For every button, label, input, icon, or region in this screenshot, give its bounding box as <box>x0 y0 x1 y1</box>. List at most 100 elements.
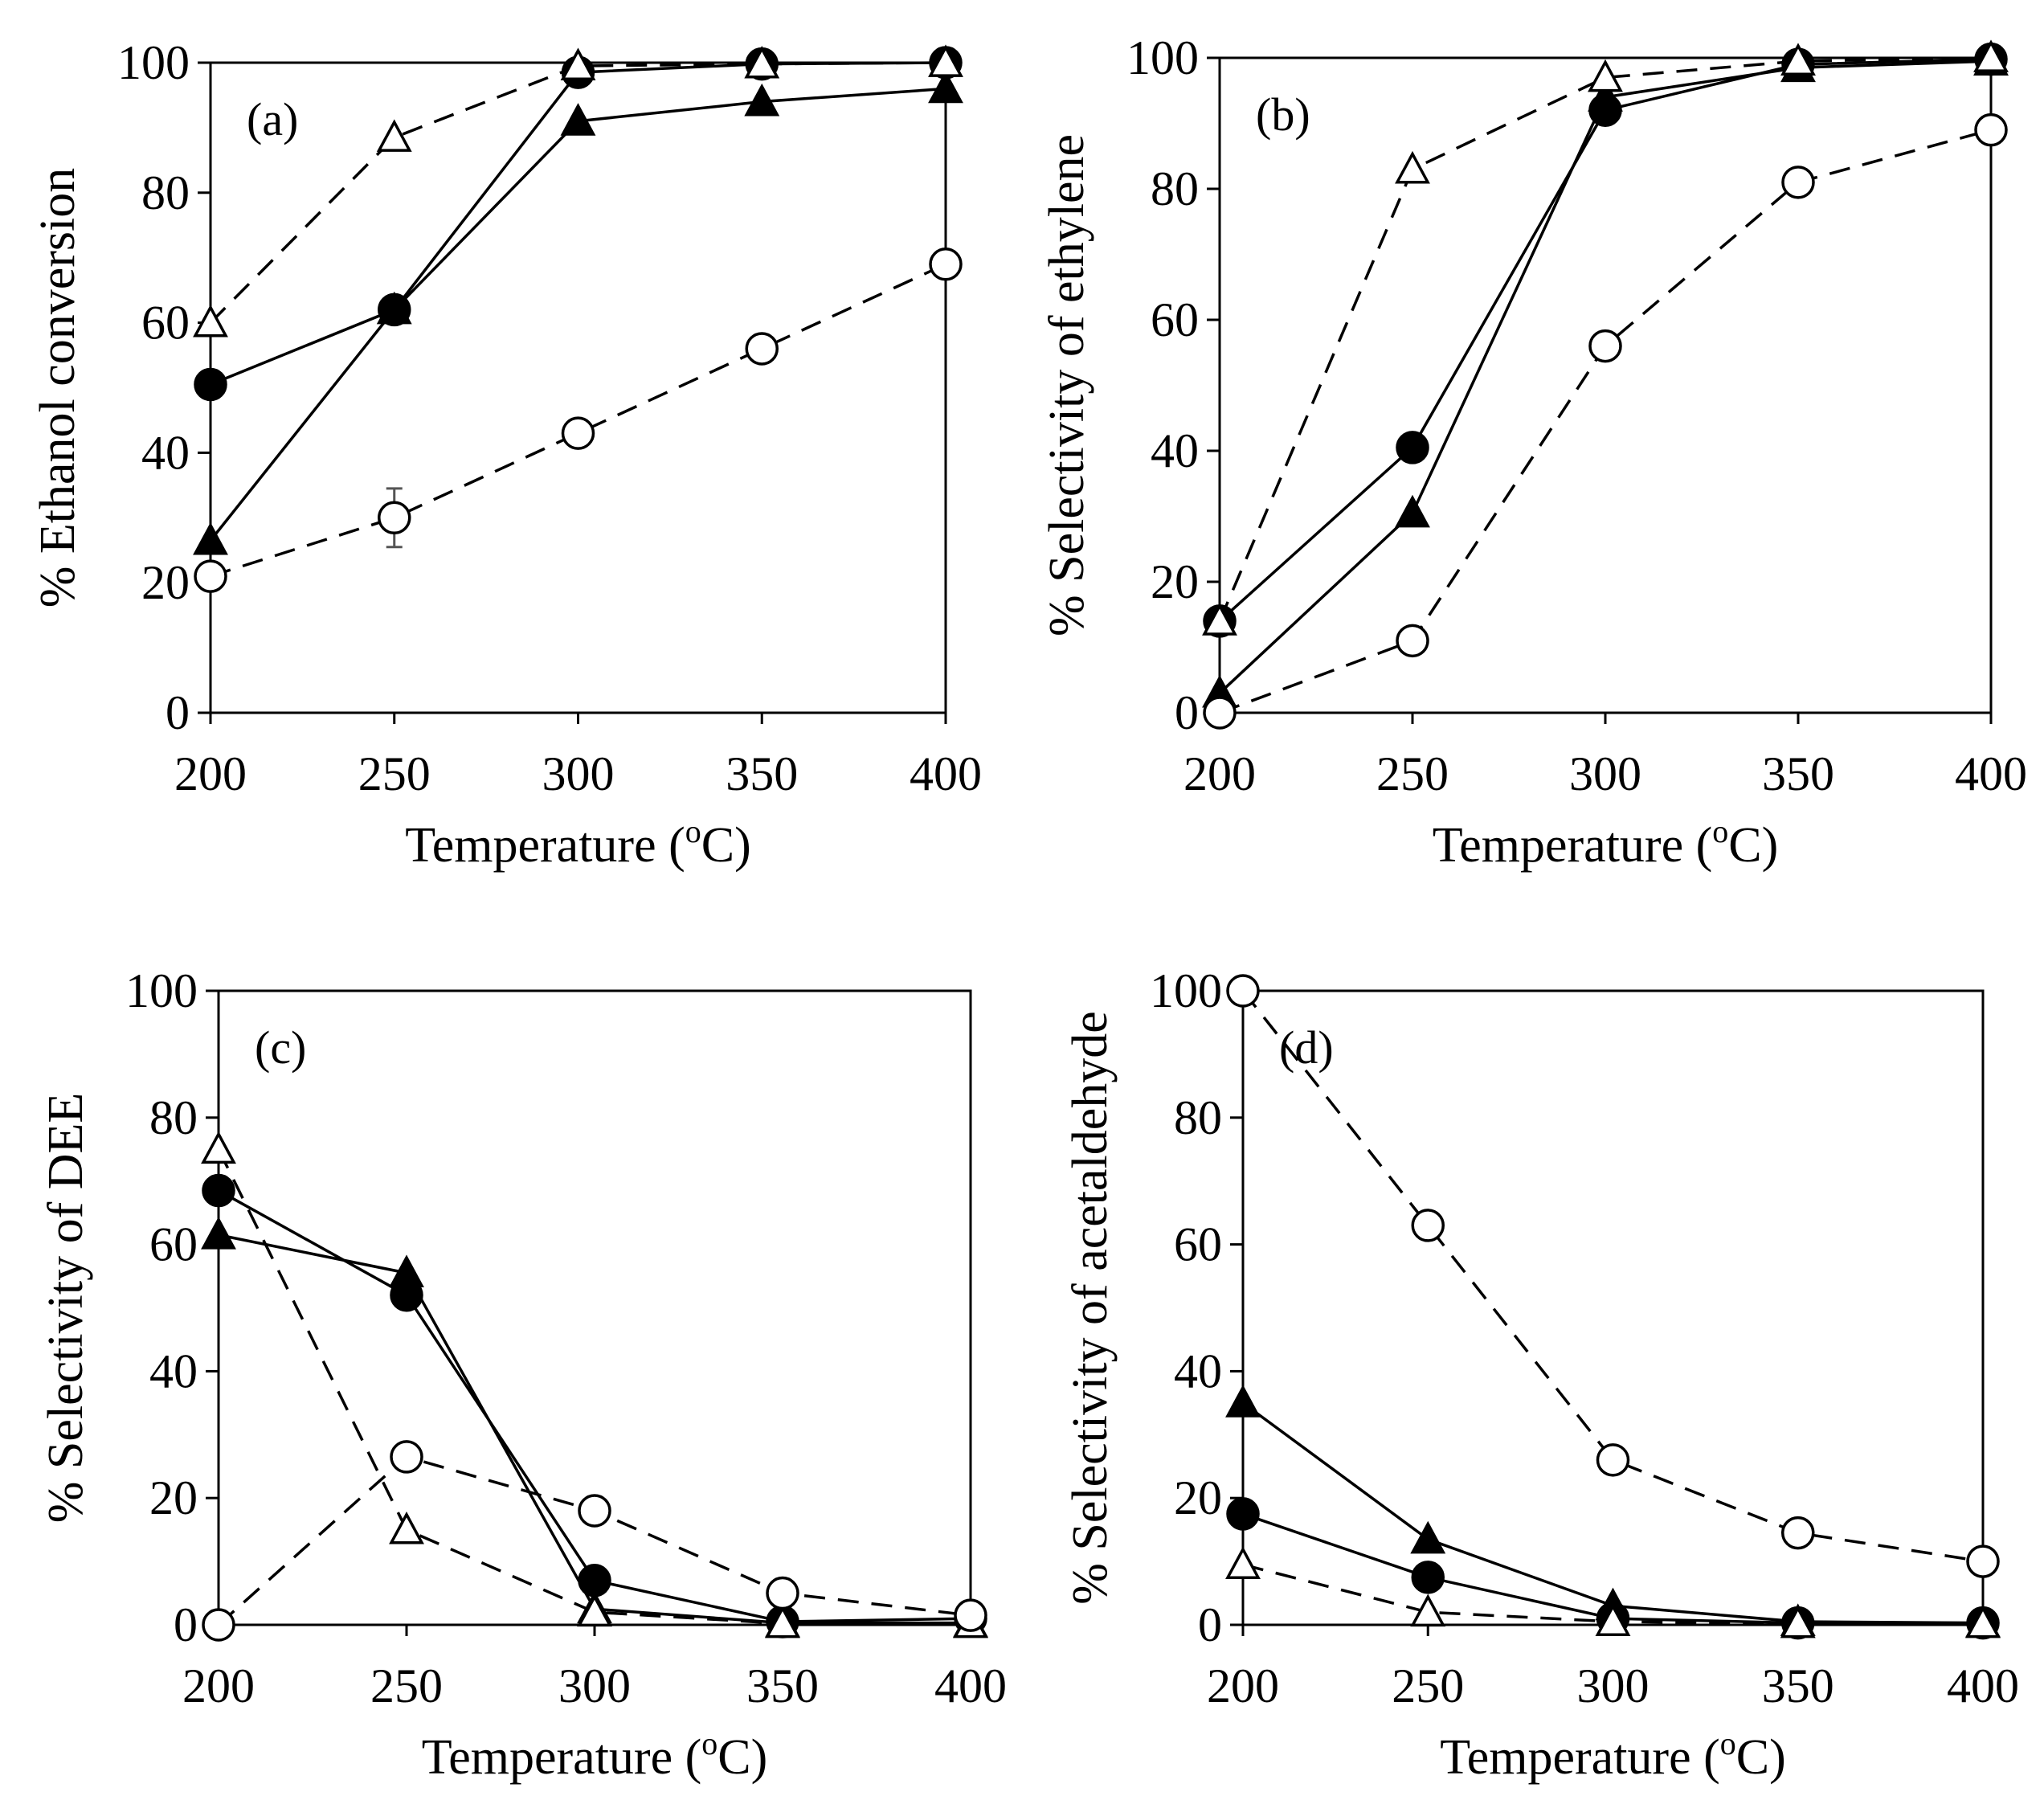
plot-frame <box>209 61 947 714</box>
x-tick-label: 400 <box>1955 747 2027 800</box>
data-point-open-triangle <box>577 1593 612 1627</box>
x-axis-label: Temperature (oC) <box>1433 813 1779 873</box>
series-line-filled-circle <box>218 1189 971 1623</box>
y-tick-label: 100 <box>1126 31 1199 84</box>
x-tick-label: 300 <box>558 1659 631 1712</box>
x-tick-label: 400 <box>1947 1659 2019 1712</box>
x-tick-label: 400 <box>910 747 982 800</box>
series-line-open-circle <box>1219 128 1992 714</box>
data-point-open-circle <box>745 332 779 366</box>
chart-panel-a: 0 20 40 60 80 100 200 250 300 350 400 Temperature (… <box>31 36 982 873</box>
y-tick-label: 80 <box>141 166 190 219</box>
chart-panel-d: 0 20 40 60 80 100 200 250 300 350 400 Temperature (… <box>1063 964 2019 1785</box>
x-tick-label: 200 <box>1207 1659 1279 1712</box>
data-point-filled-triangle <box>376 291 412 325</box>
data-point-open-circle <box>390 1440 423 1474</box>
y-tick-label: 60 <box>1174 1218 1222 1271</box>
data-point-open-circle <box>561 416 595 450</box>
data-point-open-circle <box>1588 329 1622 363</box>
data-point-open-triangle <box>1225 1546 1261 1579</box>
data-point-filled-triangle <box>744 83 780 117</box>
data-point-open-triangle <box>928 44 963 77</box>
x-axis-label-main: Temperature ( <box>1440 1730 1720 1785</box>
x-axis-label-main: Temperature ( <box>422 1730 702 1785</box>
y-tick-label: 60 <box>149 1218 198 1271</box>
data-point-open-circle <box>1966 1544 2000 1578</box>
data-point-open-circle <box>1411 1209 1445 1242</box>
x-tick-label: 250 <box>358 747 431 800</box>
x-axis-label-sup: o <box>685 813 701 849</box>
plot-frame <box>1241 989 1985 1626</box>
x-tick-label: 350 <box>1762 1659 1834 1712</box>
data-point-open-circle <box>954 1598 987 1632</box>
y-tick-label: 100 <box>125 964 198 1017</box>
data-point-filled-circle <box>1411 1561 1445 1594</box>
y-tick-label: 20 <box>1151 555 1199 608</box>
y-tick-label: 40 <box>141 426 190 479</box>
data-point-open-triangle <box>376 119 412 152</box>
data-point-open-circle <box>1596 1443 1630 1477</box>
data-point-open-triangle <box>560 47 596 80</box>
data-point-filled-triangle <box>201 1217 236 1250</box>
data-point-open-circle <box>1396 624 1429 658</box>
series-line-filled-triangle <box>1218 59 1992 694</box>
y-tick-label: 40 <box>1151 424 1199 477</box>
x-tick-label: 250 <box>1376 747 1449 800</box>
data-point-open-triangle <box>765 1605 800 1638</box>
data-point-open-triangle <box>1965 1605 2001 1638</box>
x-tick-label: 350 <box>746 1659 819 1712</box>
data-point-open-triangle <box>1588 59 1623 92</box>
data-point-filled-triangle <box>193 522 228 555</box>
y-axis-label: % Ethanol conversion <box>31 168 85 608</box>
y-tick-label: 0 <box>1198 1598 1222 1651</box>
data-point-open-circle <box>1974 113 2008 147</box>
y-tick-label: 80 <box>1151 162 1199 215</box>
y-tick-label: 80 <box>149 1091 198 1144</box>
data-point-open-triangle <box>1395 150 1430 184</box>
y-tick-label: 0 <box>166 686 190 739</box>
data-point-filled-circle <box>202 1173 235 1208</box>
data-point-open-triangle <box>1595 1603 1631 1636</box>
x-tick-label: 300 <box>542 747 615 800</box>
data-point-open-triangle <box>744 45 780 79</box>
y-tick-label: 40 <box>1174 1344 1222 1397</box>
y-tick-label: 40 <box>149 1344 198 1397</box>
data-point-open-circle <box>766 1576 799 1610</box>
y-tick-label: 0 <box>1175 686 1199 739</box>
series-line-open-triangle <box>1218 56 1992 622</box>
x-tick-label: 350 <box>1762 747 1834 800</box>
x-axis-label-end: C) <box>701 818 751 873</box>
x-tick-label: 200 <box>182 1659 255 1712</box>
data-point-filled-circle <box>1396 431 1429 464</box>
data-point-open-circle <box>202 1608 235 1642</box>
data-point-open-triangle <box>1202 603 1237 636</box>
data-point-open-triangle <box>201 1131 236 1164</box>
plot-frame <box>217 989 972 1626</box>
y-tick-label: 100 <box>117 36 190 89</box>
x-axis-label-main: Temperature ( <box>405 818 685 873</box>
panel-label: (b) <box>1256 88 1310 141</box>
y-tick-label: 100 <box>1150 964 1222 1017</box>
x-axis-label-sup: o <box>1720 1725 1736 1761</box>
panel-label: (a) <box>247 93 298 145</box>
data-point-filled-triangle <box>560 103 596 136</box>
x-axis-label-main: Temperature ( <box>1433 818 1713 873</box>
data-point-filled-triangle <box>389 1254 424 1288</box>
y-tick-label: 20 <box>1174 1471 1222 1524</box>
data-point-open-triangle <box>389 1511 424 1544</box>
data-point-filled-triangle <box>1225 1385 1261 1418</box>
data-point-open-triangle <box>193 304 228 338</box>
x-axis-label-end: C) <box>1736 1730 1786 1785</box>
chart-panel-b: 0 20 40 60 80 100 200 250 300 350 400 Temperature (… <box>1040 31 2027 873</box>
data-point-open-circle <box>578 1494 611 1528</box>
x-tick-label: 200 <box>174 747 247 800</box>
data-point-filled-triangle <box>928 70 963 104</box>
x-axis-label-end: C) <box>1728 818 1778 873</box>
data-point-open-circle <box>1203 696 1237 730</box>
x-tick-label: 300 <box>1569 747 1641 800</box>
data-point-filled-triangle <box>1395 494 1430 528</box>
data-point-open-triangle <box>1410 1593 1446 1627</box>
y-tick-label: 80 <box>1174 1091 1222 1144</box>
x-tick-label: 300 <box>1577 1659 1650 1712</box>
